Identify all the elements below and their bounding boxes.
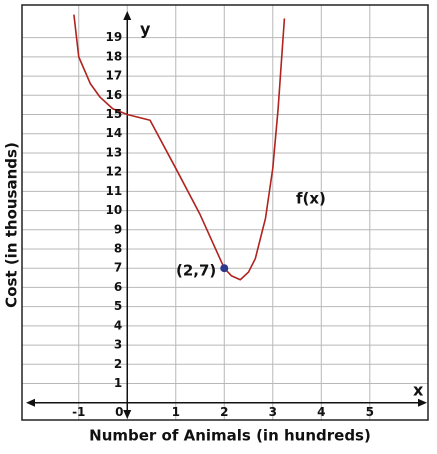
y-tick-label: 5 (114, 299, 122, 313)
x-tick-label: -1 (72, 405, 85, 419)
y-tick-label: 11 (106, 184, 123, 198)
x-tick-label: 5 (366, 405, 374, 419)
y-tick-label: 8 (114, 242, 122, 256)
x-tick-label: 2 (220, 405, 228, 419)
y-tick-label: 18 (106, 49, 123, 63)
x-tick-label: 3 (269, 405, 277, 419)
axes (26, 11, 427, 419)
y-tick-label: 13 (106, 145, 123, 159)
y-tick-label: 9 (114, 222, 122, 236)
y-tick-label: 19 (106, 30, 123, 44)
x-tick-label: 0 (115, 405, 123, 419)
series-label: f(x) (296, 190, 326, 208)
y-tick-label: 16 (106, 88, 123, 102)
y-tick-label: 7 (114, 261, 122, 275)
plot-marks (73, 14, 286, 281)
highlight-point (220, 264, 229, 273)
y-tick-label: 2 (114, 357, 122, 371)
point-label: (2,7) (176, 262, 216, 280)
y-tick-label: 4 (114, 318, 122, 332)
x-axis-name: x (413, 381, 424, 400)
y-tick-label: 3 (114, 338, 122, 352)
y-tick-label: 17 (106, 69, 123, 83)
curve (73, 14, 286, 281)
y-tick-label: 14 (106, 126, 123, 140)
y-tick-label: 1 (114, 376, 122, 390)
y-tick-label: 12 (106, 165, 123, 179)
plot-border (21, 4, 429, 421)
y-axis-title: Cost (in thousands) (3, 142, 21, 308)
y-tick-label: 10 (106, 203, 123, 217)
x-tick-label: 4 (317, 405, 325, 419)
y-tick-label: 15 (106, 107, 123, 121)
x-axis-title: Number of Animals (in hundreds) (89, 427, 371, 445)
y-tick-label: 6 (114, 280, 122, 294)
y-axis-name: y (140, 20, 151, 39)
x-tick-label: 1 (172, 405, 180, 419)
